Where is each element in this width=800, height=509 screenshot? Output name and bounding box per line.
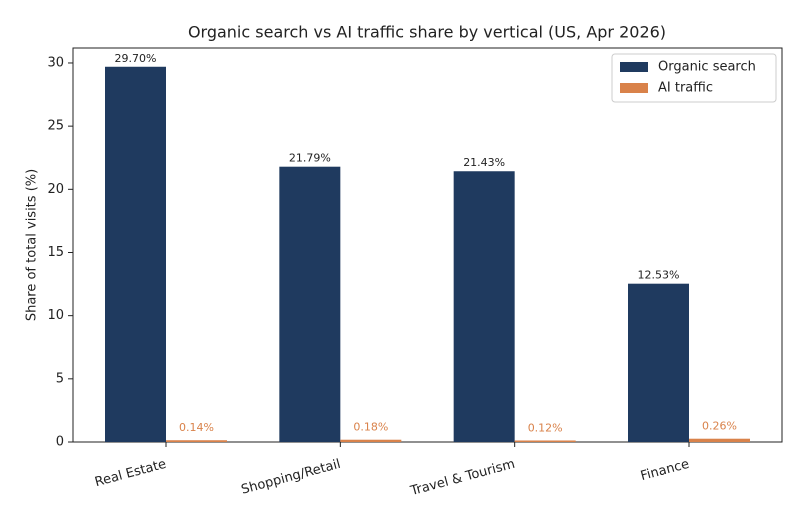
- y-tick-label: 0: [56, 435, 64, 450]
- bar: [105, 66, 166, 442]
- x-tick-label: Real Estate: [93, 457, 168, 490]
- value-label: 21.43%: [463, 156, 505, 169]
- value-label: 12.53%: [638, 269, 680, 282]
- bar: [279, 166, 341, 443]
- legend-label: AI traffic: [658, 81, 713, 96]
- y-tick-label: 15: [47, 245, 64, 260]
- legend-label: Organic search: [658, 60, 756, 75]
- x-tick-label: Travel & Tourism: [408, 457, 517, 500]
- value-label: 29.70%: [115, 52, 157, 65]
- value-label: 0.26%: [702, 420, 737, 433]
- legend-swatch: [620, 62, 648, 72]
- bar: [340, 439, 402, 442]
- legend-swatch: [620, 83, 648, 93]
- x-tick-label: Finance: [639, 457, 691, 484]
- value-label: 0.18%: [353, 421, 388, 434]
- value-label: 21.79%: [289, 152, 331, 165]
- y-tick-label: 10: [47, 308, 64, 323]
- chart-title: Organic search vs AI traffic share by ve…: [188, 23, 666, 42]
- y-tick-label: 5: [56, 371, 64, 386]
- bar: [514, 440, 576, 442]
- bar: [628, 283, 689, 442]
- value-label: 0.12%: [528, 421, 563, 434]
- bar: [689, 438, 750, 442]
- y-axis-label: Share of total visits (%): [25, 169, 40, 321]
- value-label: 0.14%: [179, 421, 214, 434]
- bar: [453, 171, 515, 443]
- y-tick-label: 20: [47, 182, 64, 197]
- bar: [166, 440, 227, 442]
- y-tick-label: 30: [47, 55, 64, 70]
- plot-frame: [72, 47, 783, 443]
- y-tick-label: 25: [47, 119, 64, 134]
- legend-box: [611, 53, 777, 103]
- x-tick-label: Shopping/Retail: [240, 457, 343, 498]
